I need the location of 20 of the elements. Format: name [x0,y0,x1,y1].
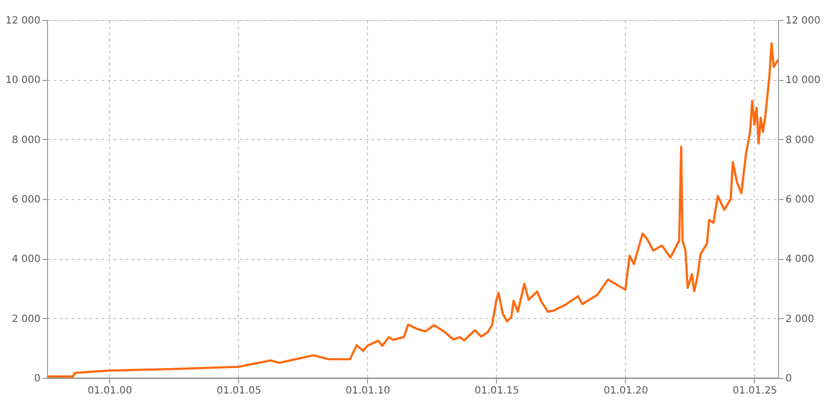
y2-tick-label: 10 000 [786,75,820,86]
x-tick-label: 01.01.20 [604,386,648,396]
x-tick-label: 01.01.10 [346,386,390,396]
y2-tick-label: 8 000 [786,134,814,146]
x-tick-label: 01.01.05 [216,386,262,396]
y-tick-label: 12 000 [6,16,40,26]
x-tick-label: 01.01.25 [732,386,778,396]
y2-tick-label: 0 [786,374,792,384]
x-tick-label: 01.01.15 [474,386,520,396]
y2-tick-label: 12 000 [786,16,820,26]
y2-tick-label: 4 000 [786,254,814,266]
x-tick-label: 01.01.00 [88,386,132,396]
y2-tick-label: 2 000 [786,314,814,325]
y-tick-label: 4 000 [12,254,40,266]
y-tick-label: 6 000 [12,194,40,206]
y-tick-label: 2 000 [12,314,40,325]
y-tick-label: 0 [34,374,40,384]
y-tick-label: 8 000 [12,134,40,146]
y-tick-label: 10 000 [6,75,40,86]
y2-tick-label: 6 000 [786,194,814,206]
